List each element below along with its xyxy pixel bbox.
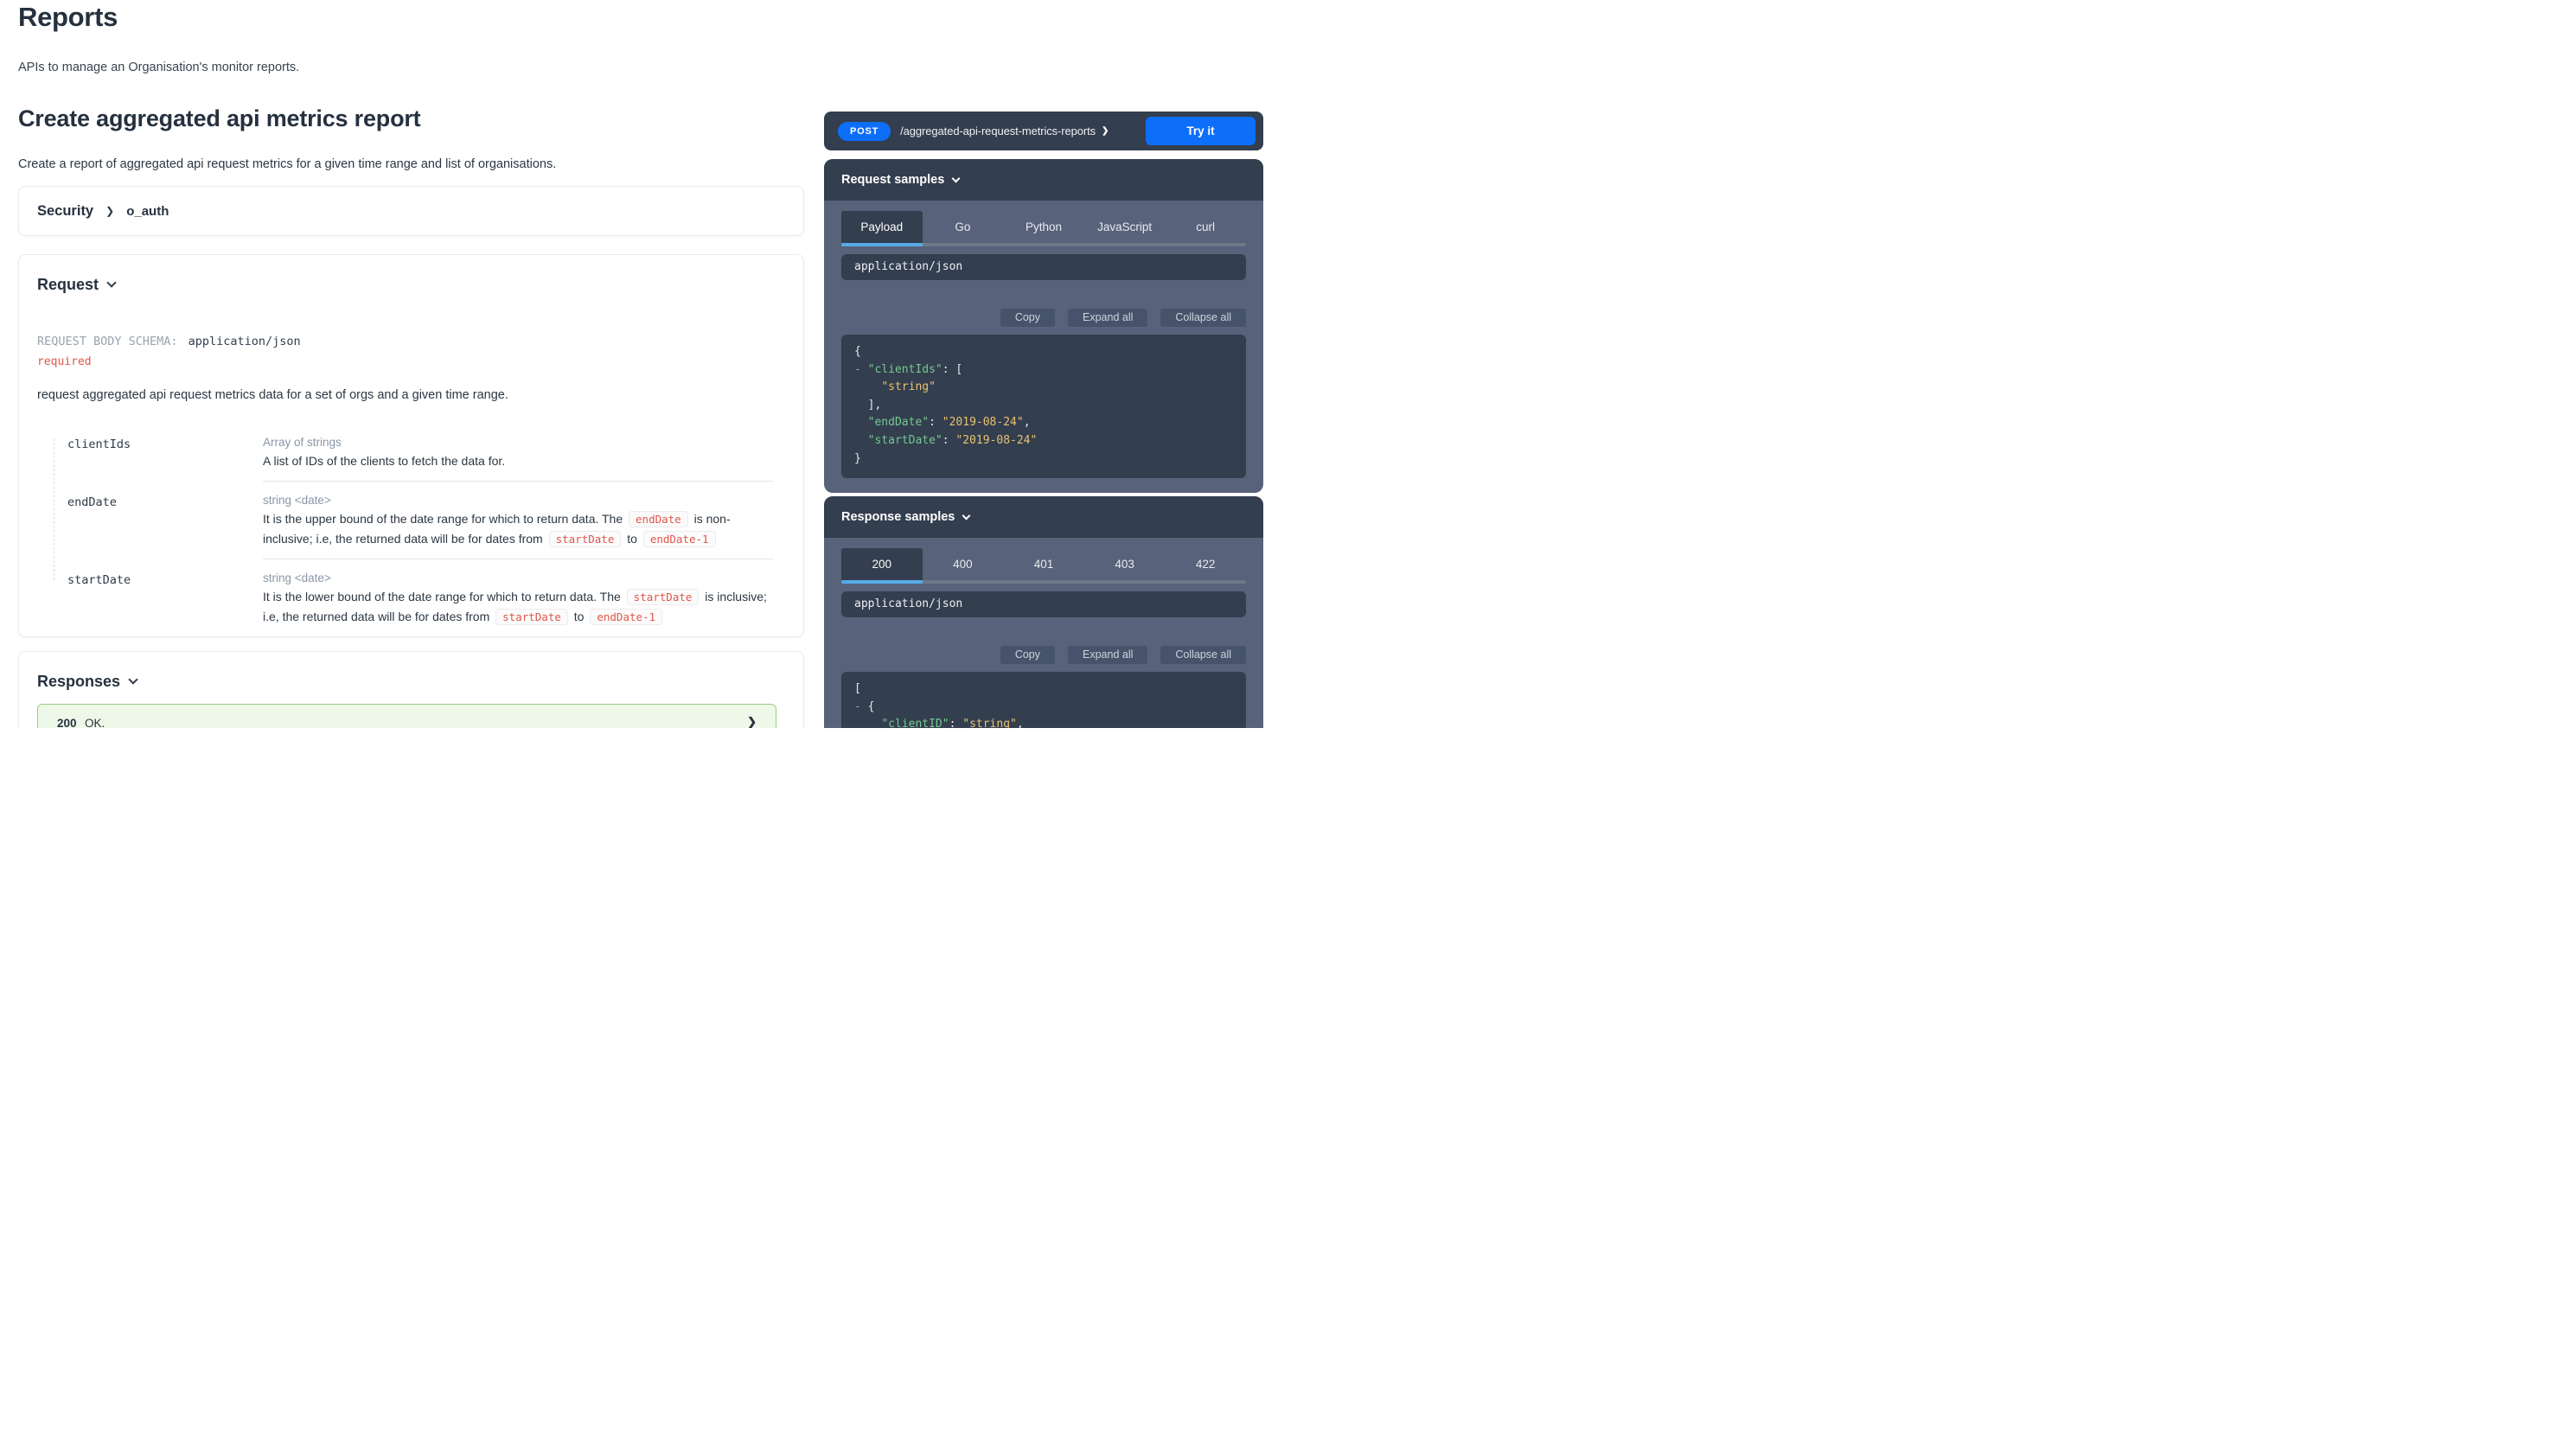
security-scheme-link[interactable]: o_auth (126, 203, 169, 219)
copy-button[interactable]: Copy (1000, 309, 1055, 327)
security-label: Security (37, 202, 94, 219)
tab-curl[interactable]: curl (1196, 220, 1216, 233)
response-samples-panel: Response samples 200 400 401 403 422 app… (824, 496, 1263, 728)
schema-line: REQUEST BODY SCHEMA: application/json (37, 335, 301, 348)
tab-400[interactable]: 400 (953, 558, 973, 571)
docs-content: Reports APIs to manage an Organisation's… (18, 0, 804, 728)
collapse-toggle[interactable]: - (854, 699, 868, 713)
inline-code-chip: startDate (548, 531, 622, 547)
api-docs-page: Reports APIs to manage an Organisation's… (0, 0, 1278, 728)
inline-code-chip: startDate (495, 609, 568, 625)
tab-403[interactable]: 403 (1115, 558, 1134, 571)
tab-python[interactable]: Python (1025, 220, 1062, 233)
tab-underline-track (841, 580, 1246, 584)
response-samples-tabs: 200 400 401 403 422 (841, 548, 1246, 580)
field-name: clientIds (67, 437, 131, 451)
required-label: required (37, 355, 92, 368)
active-tab-indicator (841, 243, 923, 246)
schema-label: REQUEST BODY SCHEMA: (37, 335, 178, 348)
request-fields: clientIds Array of strings A list of IDs… (37, 433, 773, 636)
request-sample-code: {- "clientIds": [ "string" ], "endDate":… (841, 335, 1246, 478)
operation-description: Create a report of aggregated api reques… (18, 157, 557, 171)
request-samples-panel: Request samples Payload Go Python JavaSc… (824, 159, 1263, 493)
request-samples-body: Payload Go Python JavaScript curl applic… (824, 201, 1263, 493)
samples-sidebar: POST /aggregated-api-request-metrics-rep… (824, 0, 1263, 728)
field-description: A list of IDs of the clients to fetch th… (263, 454, 506, 468)
endpoint-bar[interactable]: POST /aggregated-api-request-metrics-rep… (824, 112, 1263, 150)
responses-section-label: Responses (37, 673, 121, 690)
field-type: string <date> (263, 572, 331, 584)
request-section-toggle[interactable]: Request (37, 276, 117, 294)
chevron-right-icon: ❯ (747, 715, 757, 728)
field-row-endDate: endDate string <date> It is the upper bo… (37, 491, 773, 569)
chevron-down-icon (128, 674, 138, 685)
response-200-row[interactable]: 200 OK. ❯ (37, 704, 776, 728)
collapse-all-button[interactable]: Collapse all (1160, 309, 1246, 327)
page-title: Reports (18, 2, 118, 32)
response-samples-title: Response samples (841, 510, 955, 524)
sample-actions: Copy Expand all Collapse all (1000, 646, 1246, 664)
field-row-startDate: startDate string <date> It is the lower … (37, 569, 773, 636)
request-samples-tabs: Payload Go Python JavaScript curl (841, 211, 1246, 243)
response-samples-body: 200 400 401 403 422 application/json Cop… (824, 538, 1263, 728)
active-tab-indicator (841, 580, 923, 584)
post-method-badge: POST (838, 121, 891, 141)
inline-code-chip: endDate (629, 511, 688, 527)
tab-422[interactable]: 422 (1195, 558, 1216, 571)
inline-code-chip: endDate-1 (590, 609, 663, 625)
collapse-all-button[interactable]: Collapse all (1160, 646, 1246, 664)
page-subtitle: APIs to manage an Organisation's monitor… (18, 61, 300, 74)
expand-all-button[interactable]: Expand all (1068, 309, 1148, 327)
content-type-select[interactable]: application/json (841, 591, 1246, 617)
chevron-down-icon (951, 174, 961, 182)
inline-code-chip: startDate (626, 589, 700, 605)
sample-actions: Copy Expand all Collapse all (1000, 309, 1246, 327)
field-description: It is the upper bound of the date range … (263, 511, 731, 547)
inline-code-chip: endDate-1 (642, 531, 716, 547)
responses-section-toggle[interactable]: Responses (37, 673, 138, 691)
chevron-right-icon: ❯ (105, 205, 115, 217)
chevron-down-icon (106, 278, 117, 288)
chevron-down-icon (962, 511, 971, 520)
tab-payload[interactable]: Payload (841, 211, 923, 243)
request-section: Request REQUEST BODY SCHEMA: application/… (18, 254, 804, 637)
response-code: 200 (57, 717, 77, 728)
chevron-right-icon: ❯ (1102, 126, 1109, 136)
response-description: OK. (84, 717, 105, 728)
field-type: string <date> (263, 494, 331, 507)
endpoint-path: /aggregated-api-request-metrics-reports (900, 125, 1096, 137)
response-samples-toggle[interactable]: Response samples (824, 496, 1263, 538)
tab-javascript[interactable]: JavaScript (1097, 220, 1153, 233)
field-row-clientIds: clientIds Array of strings A list of IDs… (37, 433, 773, 491)
field-name: endDate (67, 495, 117, 509)
responses-section: Responses 200 OK. ❯ (18, 651, 804, 728)
collapse-toggle[interactable]: - (854, 362, 868, 376)
security-panel[interactable]: Security ❯ o_auth (18, 186, 804, 236)
tab-go[interactable]: Go (955, 220, 971, 233)
operation-title: Create aggregated api metrics report (18, 105, 421, 131)
schema-content-type: application/json (188, 335, 301, 348)
response-sample-code: [- { "clientID": "string", (841, 672, 1246, 728)
field-name: startDate (67, 573, 131, 587)
tab-200[interactable]: 200 (841, 548, 923, 580)
expand-all-button[interactable]: Expand all (1068, 646, 1148, 664)
content-type-select[interactable]: application/json (841, 254, 1246, 280)
field-description: It is the lower bound of the date range … (263, 589, 767, 625)
request-samples-toggle[interactable]: Request samples (824, 159, 1263, 201)
request-body-description: request aggregated api request metrics d… (37, 388, 508, 402)
request-samples-title: Request samples (841, 173, 945, 187)
try-it-button[interactable]: Try it (1146, 117, 1256, 145)
tab-401[interactable]: 401 (1033, 558, 1054, 571)
copy-button[interactable]: Copy (1000, 646, 1055, 664)
field-type: Array of strings (263, 436, 342, 449)
tab-underline-track (841, 243, 1246, 246)
request-section-label: Request (37, 276, 99, 293)
